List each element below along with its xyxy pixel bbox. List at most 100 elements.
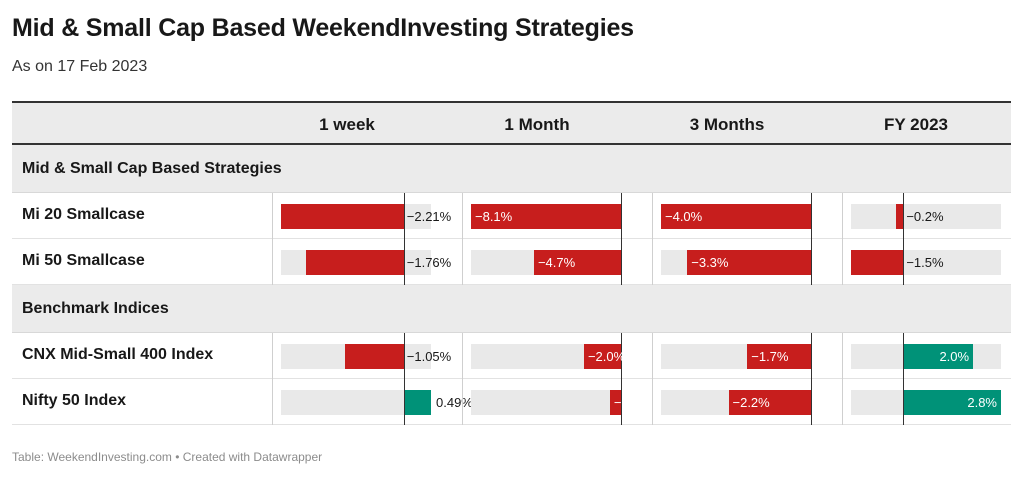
bar-cell: −1.5% <box>842 239 1024 285</box>
bar-cell: 2.0% <box>842 333 1024 379</box>
data-label: −1.5% <box>906 255 944 270</box>
bar-track: −0.2% <box>851 193 1001 239</box>
bar-track: −3.3% <box>661 239 812 285</box>
bar-cell: −3.3% <box>652 239 842 285</box>
negative-bar <box>609 390 621 415</box>
negative-bar <box>728 390 811 415</box>
row-label: Nifty 50 Index <box>22 392 127 409</box>
row-label: Mi 20 Smallcase <box>22 206 145 223</box>
zero-line <box>621 333 622 379</box>
zero-line <box>903 239 905 285</box>
data-label: −2.21% <box>406 209 452 224</box>
table-row[interactable]: CNX Mid-Small 400 Index −1.05% −2.0% −1.7% 2… <box>12 333 1011 379</box>
negative-bar <box>687 250 811 275</box>
section-label: Benchmark Indices <box>22 300 169 317</box>
bar-cell: −0.2% <box>842 193 1024 239</box>
negative-bar <box>661 204 811 229</box>
table-header: 1 week 1 Month 3 Months FY 2023 <box>12 101 1011 145</box>
section-header: Benchmark Indices <box>12 285 1011 333</box>
bar-track: −8.1% <box>471 193 622 239</box>
zero-line <box>403 239 405 285</box>
positive-bar <box>403 390 431 415</box>
table-row[interactable]: Mi 20 Smallcase −2.21% −8.1% −4.0% −0.2% <box>12 193 1011 239</box>
bar-cell: 2.8% <box>842 379 1024 425</box>
column-header-1-month[interactable]: 1 Month <box>504 115 570 134</box>
bar-cell: −2.21% <box>272 193 462 239</box>
bar-track: −2.21% <box>281 193 451 239</box>
data-label: 0.49% <box>436 395 473 410</box>
section-label: Mid & Small Cap Based Strategies <box>22 160 282 177</box>
bar-cell: −2.2% <box>652 379 842 425</box>
table-row[interactable]: Mi 50 Smallcase −1.76% −4.7% −3.3% −1.5% <box>12 239 1011 285</box>
data-table: 1 week 1 Month 3 Months FY 2023 Mid & Sm… <box>12 101 1011 425</box>
bar-track: −2.2% <box>661 379 812 425</box>
positive-bar <box>903 344 974 369</box>
bar-track: −1.76% <box>281 239 451 285</box>
bar-track: −1.05% <box>281 333 451 379</box>
zero-line <box>811 193 812 239</box>
bar-track: −1.5% <box>851 239 1001 285</box>
data-label: −2.0% <box>587 349 626 364</box>
data-label: −8.1% <box>475 209 513 224</box>
data-label: −1.05% <box>406 349 452 364</box>
bar-cell: −8.1% <box>462 193 652 239</box>
zero-line <box>621 379 622 425</box>
bar-track: 0.49% <box>281 379 473 425</box>
zero-line <box>811 239 812 285</box>
negative-bar <box>747 344 811 369</box>
chart-subtitle: As on 17 Feb 2023 <box>12 58 148 75</box>
zero-line <box>903 379 905 425</box>
bar-cell: 0.49% <box>272 379 473 425</box>
source-footer: Table: WeekendInvesting.com • Created wi… <box>12 450 323 464</box>
data-label: −0.6% <box>613 395 652 410</box>
data-label: −4.7% <box>537 255 576 270</box>
bar-cell: −2.0% <box>462 333 652 379</box>
row-label: CNX Mid-Small 400 Index <box>22 346 214 363</box>
data-label: −1.7% <box>751 349 789 364</box>
zero-line <box>403 379 405 425</box>
negative-bar <box>306 250 404 275</box>
chart-title: Mid & Small Cap Based WeekendInvesting S… <box>12 14 634 42</box>
data-label: 2.0% <box>939 349 970 364</box>
table-row[interactable]: Nifty 50 Index 0.49% −0.6% −2.2% 2.8% <box>12 379 1011 425</box>
bar-track: 2.8% <box>851 379 1001 425</box>
zero-line <box>403 193 405 239</box>
bar-cell: −1.76% <box>272 239 462 285</box>
data-label: −0.2% <box>906 209 944 224</box>
bar-cell: −1.05% <box>272 333 462 379</box>
negative-bar <box>345 344 404 369</box>
bar-track: −0.6% <box>471 379 651 425</box>
bar-track: −4.7% <box>471 239 622 285</box>
column-header-3-months[interactable]: 3 Months <box>689 115 765 134</box>
data-label: −2.2% <box>732 395 770 410</box>
bar-track: −4.0% <box>661 193 812 239</box>
column-header-1-week[interactable]: 1 week <box>319 115 375 134</box>
bar-track: −1.7% <box>661 333 812 379</box>
negative-bar <box>533 250 621 275</box>
row-label: Mi 50 Smallcase <box>22 252 145 269</box>
data-label: 2.8% <box>967 395 997 410</box>
section-header: Mid & Small Cap Based Strategies <box>12 145 1011 193</box>
negative-bar <box>851 250 904 275</box>
zero-line <box>621 193 622 239</box>
data-label: −3.3% <box>691 255 729 270</box>
bar-cell: −1.7% <box>652 333 842 379</box>
negative-bar <box>583 344 621 369</box>
zero-line <box>621 239 622 285</box>
zero-line <box>903 333 905 379</box>
negative-bar <box>471 204 621 229</box>
data-label: −4.0% <box>665 209 703 224</box>
zero-line <box>811 379 812 425</box>
bar-cell: −4.7% <box>462 239 652 285</box>
bar-cell: −0.6% <box>462 379 652 425</box>
bar-track: −2.0% <box>471 333 625 379</box>
bar-cell: −4.0% <box>652 193 842 239</box>
column-header-fy-2023[interactable]: FY 2023 <box>884 115 948 134</box>
zero-line <box>811 333 812 379</box>
zero-line <box>403 333 405 379</box>
table-body: Mid & Small Cap Based Strategies Mi 20 Sm… <box>12 145 1011 425</box>
bar-track: 2.0% <box>851 333 1001 379</box>
zero-line <box>903 193 905 239</box>
negative-bar <box>281 204 404 229</box>
negative-bar <box>896 204 904 229</box>
